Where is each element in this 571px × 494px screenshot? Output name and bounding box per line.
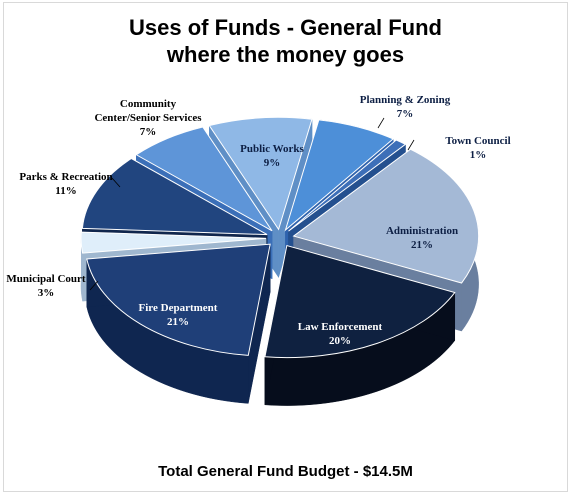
- slice-fire-department: [86, 243, 271, 356]
- leader-line-3: [89, 280, 99, 291]
- slice-community-center-senior-services: [135, 126, 273, 232]
- chart-footer: Total General Fund Budget - $14.5M: [158, 463, 413, 480]
- label-municipal-court: Municipal Court 3%: [6, 273, 85, 299]
- chart-title: Uses of Funds - General Fund where the m…: [0, 14, 571, 68]
- slice-municipal-court: [80, 231, 267, 254]
- leader-line-1: [407, 139, 415, 151]
- label-planning-zoning: Planning & Zoning 7%: [360, 94, 451, 120]
- label-community-center-senior-services: Community Center/Senior Services 7%: [94, 98, 202, 138]
- label-fire-department: Fire Department 21%: [139, 302, 218, 328]
- slice-public-works: [208, 116, 313, 231]
- slice-planning-zoning: [284, 119, 395, 232]
- label-public-works: Public Works 9%: [240, 143, 304, 169]
- slice-parks-recreation: [81, 157, 268, 236]
- leader-line-0: [377, 117, 385, 129]
- slice-town-council: [288, 139, 407, 232]
- slice-administration: [292, 148, 480, 284]
- chart-title-line2: where the money goes: [166, 42, 405, 67]
- label-parks-recreation: Parks & Recreation 11%: [19, 171, 112, 197]
- slice-law-enforcement: [264, 244, 456, 359]
- label-town-council: Town Council 1%: [445, 135, 510, 161]
- chart-title-line1: Uses of Funds - General Fund: [129, 15, 442, 40]
- leader-line-2: [111, 177, 121, 188]
- label-administration: Administration 21%: [386, 225, 458, 251]
- label-law-enforcement: Law Enforcement 20%: [298, 321, 383, 347]
